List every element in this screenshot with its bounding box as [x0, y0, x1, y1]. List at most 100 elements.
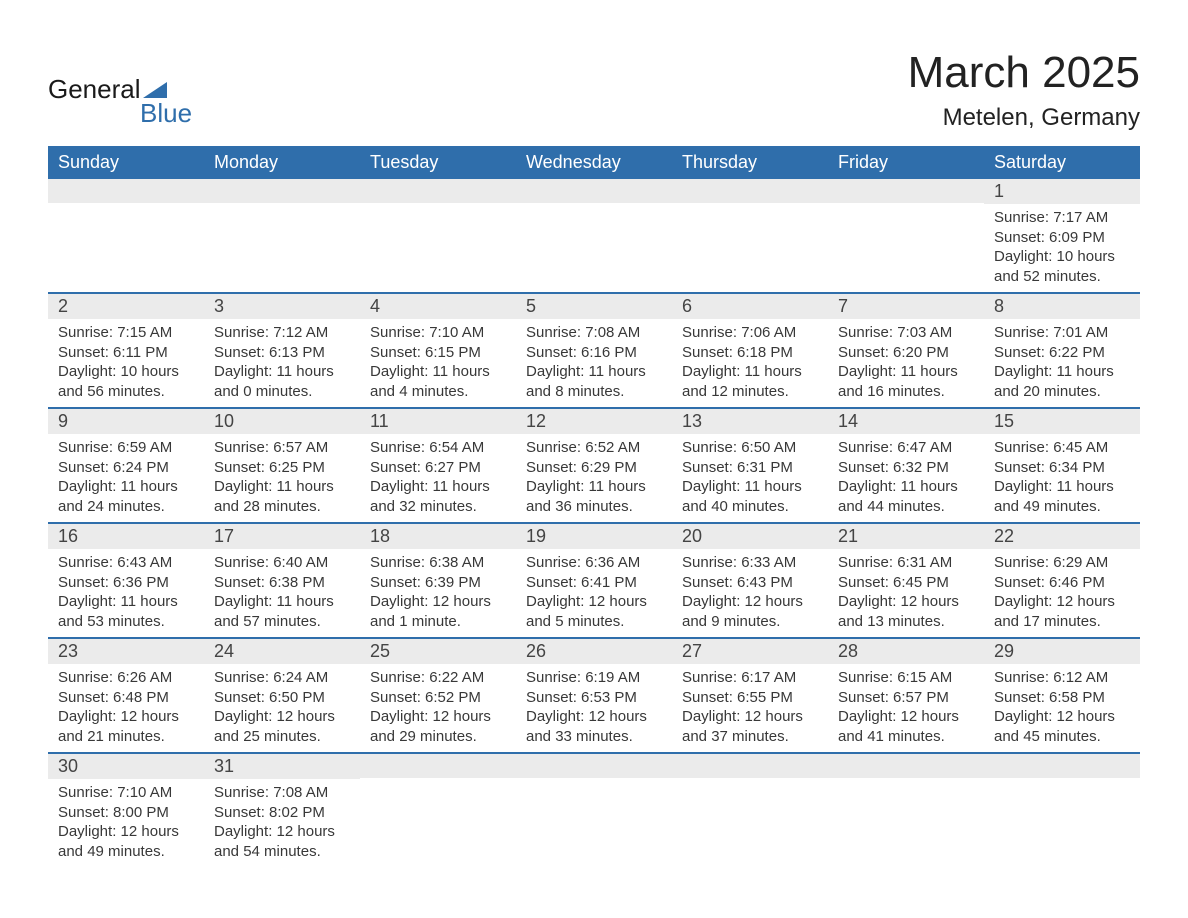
- sunset-text: Sunset: 6:50 PM: [214, 688, 350, 708]
- day-body: Sunrise: 7:10 AMSunset: 8:00 PMDaylight:…: [48, 779, 204, 867]
- calendar-day-cell: 20Sunrise: 6:33 AMSunset: 6:43 PMDayligh…: [672, 524, 828, 637]
- day-number: 17: [204, 524, 360, 549]
- day-body: Sunrise: 6:38 AMSunset: 6:39 PMDaylight:…: [360, 549, 516, 637]
- sunrise-text: Sunrise: 6:17 AM: [682, 668, 818, 688]
- day-body: Sunrise: 6:33 AMSunset: 6:43 PMDaylight:…: [672, 549, 828, 637]
- sunset-text: Sunset: 6:34 PM: [994, 458, 1130, 478]
- day-body: [672, 203, 828, 213]
- day-number: [204, 179, 360, 203]
- calendar-day-cell: [672, 754, 828, 867]
- sunset-text: Sunset: 6:24 PM: [58, 458, 194, 478]
- day-number: 1: [984, 179, 1140, 204]
- day-body: Sunrise: 6:45 AMSunset: 6:34 PMDaylight:…: [984, 434, 1140, 522]
- calendar-week-row: 30Sunrise: 7:10 AMSunset: 8:00 PMDayligh…: [48, 754, 1140, 867]
- day-body: Sunrise: 6:54 AMSunset: 6:27 PMDaylight:…: [360, 434, 516, 522]
- day-number: 20: [672, 524, 828, 549]
- sunrise-text: Sunrise: 6:59 AM: [58, 438, 194, 458]
- sunset-text: Sunset: 6:55 PM: [682, 688, 818, 708]
- calendar-day-cell: 25Sunrise: 6:22 AMSunset: 6:52 PMDayligh…: [360, 639, 516, 752]
- sunset-text: Sunset: 6:09 PM: [994, 228, 1130, 248]
- daylight-text: Daylight: 11 hours and 32 minutes.: [370, 477, 506, 516]
- day-number: 27: [672, 639, 828, 664]
- day-number: 6: [672, 294, 828, 319]
- sunrise-text: Sunrise: 7:15 AM: [58, 323, 194, 343]
- daylight-text: Daylight: 11 hours and 57 minutes.: [214, 592, 350, 631]
- calendar-day-cell: 2Sunrise: 7:15 AMSunset: 6:11 PMDaylight…: [48, 294, 204, 407]
- daylight-text: Daylight: 12 hours and 5 minutes.: [526, 592, 662, 631]
- day-body: Sunrise: 6:40 AMSunset: 6:38 PMDaylight:…: [204, 549, 360, 637]
- day-number: [828, 754, 984, 778]
- sunrise-text: Sunrise: 7:10 AM: [370, 323, 506, 343]
- calendar-day-cell: 16Sunrise: 6:43 AMSunset: 6:36 PMDayligh…: [48, 524, 204, 637]
- day-number: [984, 754, 1140, 778]
- daylight-text: Daylight: 11 hours and 40 minutes.: [682, 477, 818, 516]
- title-area: March 2025 Metelen, Germany: [908, 48, 1140, 132]
- sunrise-text: Sunrise: 6:45 AM: [994, 438, 1130, 458]
- day-body: [360, 203, 516, 213]
- sunrise-text: Sunrise: 7:10 AM: [58, 783, 194, 803]
- daylight-text: Daylight: 12 hours and 33 minutes.: [526, 707, 662, 746]
- calendar-day-cell: [48, 179, 204, 292]
- calendar-table: Sunday Monday Tuesday Wednesday Thursday…: [48, 146, 1140, 867]
- day-body: Sunrise: 6:36 AMSunset: 6:41 PMDaylight:…: [516, 549, 672, 637]
- day-body: [828, 778, 984, 788]
- day-number: [672, 179, 828, 203]
- day-body: [516, 778, 672, 788]
- sunset-text: Sunset: 6:36 PM: [58, 573, 194, 593]
- sunrise-text: Sunrise: 6:12 AM: [994, 668, 1130, 688]
- day-body: Sunrise: 7:10 AMSunset: 6:15 PMDaylight:…: [360, 319, 516, 407]
- day-number: 21: [828, 524, 984, 549]
- weekday-header: Monday: [204, 146, 360, 179]
- calendar-day-cell: 27Sunrise: 6:17 AMSunset: 6:55 PMDayligh…: [672, 639, 828, 752]
- day-number: 14: [828, 409, 984, 434]
- day-body: Sunrise: 6:57 AMSunset: 6:25 PMDaylight:…: [204, 434, 360, 522]
- daylight-text: Daylight: 11 hours and 44 minutes.: [838, 477, 974, 516]
- day-body: Sunrise: 6:59 AMSunset: 6:24 PMDaylight:…: [48, 434, 204, 522]
- calendar-day-cell: [516, 179, 672, 292]
- calendar-day-cell: 8Sunrise: 7:01 AMSunset: 6:22 PMDaylight…: [984, 294, 1140, 407]
- daylight-text: Daylight: 12 hours and 45 minutes.: [994, 707, 1130, 746]
- calendar-week-row: 16Sunrise: 6:43 AMSunset: 6:36 PMDayligh…: [48, 524, 1140, 639]
- sunrise-text: Sunrise: 6:29 AM: [994, 553, 1130, 573]
- calendar-day-cell: 26Sunrise: 6:19 AMSunset: 6:53 PMDayligh…: [516, 639, 672, 752]
- daylight-text: Daylight: 12 hours and 17 minutes.: [994, 592, 1130, 631]
- weeks-container: 1Sunrise: 7:17 AMSunset: 6:09 PMDaylight…: [48, 179, 1140, 867]
- day-number: 8: [984, 294, 1140, 319]
- calendar-day-cell: 12Sunrise: 6:52 AMSunset: 6:29 PMDayligh…: [516, 409, 672, 522]
- calendar-day-cell: [360, 754, 516, 867]
- day-number: 16: [48, 524, 204, 549]
- day-number: [360, 754, 516, 778]
- sunset-text: Sunset: 6:57 PM: [838, 688, 974, 708]
- day-number: [516, 754, 672, 778]
- sunrise-text: Sunrise: 6:40 AM: [214, 553, 350, 573]
- day-body: Sunrise: 6:52 AMSunset: 6:29 PMDaylight:…: [516, 434, 672, 522]
- day-body: Sunrise: 7:06 AMSunset: 6:18 PMDaylight:…: [672, 319, 828, 407]
- generalblue-logo: General Blue: [48, 76, 192, 129]
- sunrise-text: Sunrise: 7:12 AM: [214, 323, 350, 343]
- day-number: 24: [204, 639, 360, 664]
- calendar-day-cell: 10Sunrise: 6:57 AMSunset: 6:25 PMDayligh…: [204, 409, 360, 522]
- sunset-text: Sunset: 6:13 PM: [214, 343, 350, 363]
- calendar-day-cell: [984, 754, 1140, 867]
- sunset-text: Sunset: 6:58 PM: [994, 688, 1130, 708]
- day-body: [48, 203, 204, 213]
- daylight-text: Daylight: 12 hours and 13 minutes.: [838, 592, 974, 631]
- weekday-header: Friday: [828, 146, 984, 179]
- logo-text-blue: Blue: [140, 98, 192, 129]
- sunset-text: Sunset: 6:48 PM: [58, 688, 194, 708]
- calendar-day-cell: 23Sunrise: 6:26 AMSunset: 6:48 PMDayligh…: [48, 639, 204, 752]
- day-number: [516, 179, 672, 203]
- day-body: [672, 778, 828, 788]
- day-number: 30: [48, 754, 204, 779]
- day-number: [48, 179, 204, 203]
- calendar-day-cell: 19Sunrise: 6:36 AMSunset: 6:41 PMDayligh…: [516, 524, 672, 637]
- logo-triangle-icon: [143, 82, 167, 98]
- sunset-text: Sunset: 6:53 PM: [526, 688, 662, 708]
- day-number: 7: [828, 294, 984, 319]
- day-number: 18: [360, 524, 516, 549]
- daylight-text: Daylight: 11 hours and 0 minutes.: [214, 362, 350, 401]
- sunset-text: Sunset: 6:25 PM: [214, 458, 350, 478]
- day-body: Sunrise: 7:08 AMSunset: 6:16 PMDaylight:…: [516, 319, 672, 407]
- sunset-text: Sunset: 6:15 PM: [370, 343, 506, 363]
- daylight-text: Daylight: 11 hours and 8 minutes.: [526, 362, 662, 401]
